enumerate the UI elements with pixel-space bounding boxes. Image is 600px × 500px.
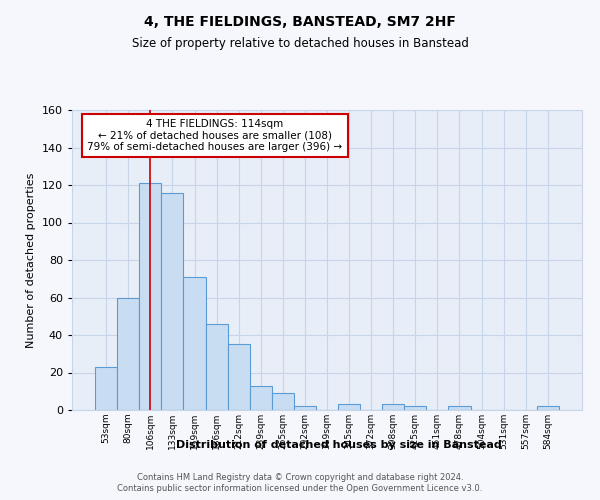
- Text: Size of property relative to detached houses in Banstead: Size of property relative to detached ho…: [131, 38, 469, 51]
- Bar: [184, 277, 206, 410]
- Bar: [382, 404, 404, 410]
- Bar: [95, 367, 117, 410]
- Bar: [294, 406, 316, 410]
- Text: Contains HM Land Registry data © Crown copyright and database right 2024.: Contains HM Land Registry data © Crown c…: [137, 472, 463, 482]
- Text: Contains public sector information licensed under the Open Government Licence v3: Contains public sector information licen…: [118, 484, 482, 493]
- Bar: [227, 344, 250, 410]
- Bar: [117, 298, 139, 410]
- Bar: [139, 183, 161, 410]
- Bar: [537, 406, 559, 410]
- Text: Distribution of detached houses by size in Banstead: Distribution of detached houses by size …: [176, 440, 502, 450]
- Bar: [338, 404, 360, 410]
- Bar: [250, 386, 272, 410]
- Text: 4 THE FIELDINGS: 114sqm
← 21% of detached houses are smaller (108)
79% of semi-d: 4 THE FIELDINGS: 114sqm ← 21% of detache…: [87, 119, 343, 152]
- Bar: [448, 406, 470, 410]
- Text: 4, THE FIELDINGS, BANSTEAD, SM7 2HF: 4, THE FIELDINGS, BANSTEAD, SM7 2HF: [144, 15, 456, 29]
- Bar: [272, 393, 294, 410]
- Bar: [404, 406, 427, 410]
- Y-axis label: Number of detached properties: Number of detached properties: [26, 172, 36, 348]
- Bar: [161, 192, 184, 410]
- Bar: [206, 324, 227, 410]
